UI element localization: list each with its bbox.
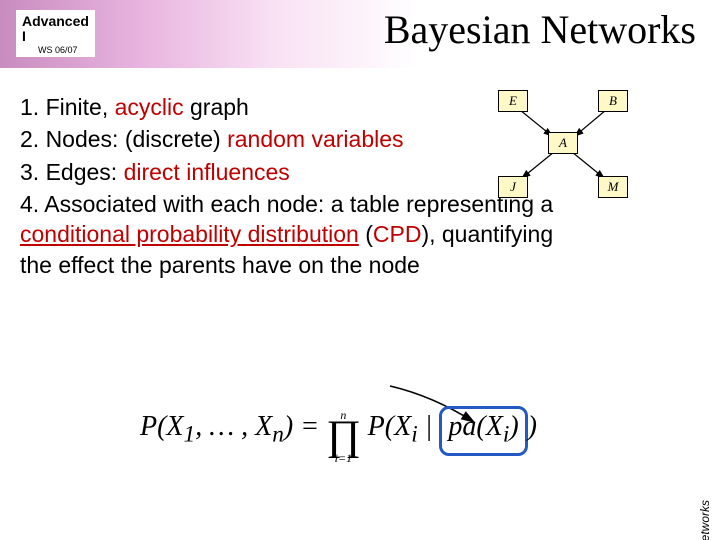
course-title-line2: I bbox=[22, 28, 26, 44]
course-subtitle: WS 06/07 bbox=[22, 45, 89, 55]
node-B: B bbox=[598, 90, 628, 112]
text: ) bbox=[509, 411, 518, 442]
text: 2. Nodes: (discrete) bbox=[20, 126, 227, 152]
text: P(X bbox=[140, 411, 184, 442]
subscript: n bbox=[272, 422, 284, 448]
emphasis-underline: conditional probability distribution bbox=[20, 221, 359, 247]
slide-title: Bayesian Networks bbox=[384, 6, 696, 53]
product-symbol: ∏ni=1 bbox=[326, 412, 361, 460]
bn-diagram: E B A J M bbox=[490, 90, 640, 220]
text: (X bbox=[476, 411, 502, 442]
circled-pa: pa(Xi) bbox=[439, 406, 527, 456]
joint-prob-formula: P(X1, … , Xn) = ∏ni=1 P(Xi | pa(Xi)) bbox=[140, 406, 580, 460]
text: ) = bbox=[284, 411, 326, 442]
text: 1. Finite, bbox=[20, 94, 115, 120]
edge-A-M bbox=[572, 152, 604, 178]
emphasis: random variables bbox=[227, 126, 403, 152]
header: Advanced I WS 06/07 Bayesian Networks bbox=[0, 0, 720, 68]
text: graph bbox=[184, 94, 249, 120]
course-title: Advanced I bbox=[22, 14, 89, 43]
text: | bbox=[418, 411, 433, 442]
node-E: E bbox=[498, 90, 528, 112]
text: pa bbox=[448, 411, 476, 442]
bullet-2: 2. Nodes: (discrete) random variables bbox=[20, 124, 560, 154]
text: 3. Edges: bbox=[20, 159, 124, 185]
emphasis: acyclic bbox=[115, 94, 184, 120]
side-label: Bayesian Networks - Bayesian Networks bbox=[698, 500, 712, 540]
text: , … , X bbox=[195, 411, 272, 442]
bullet-3: 3. Edges: direct influences bbox=[20, 157, 560, 187]
text: P(X bbox=[368, 411, 412, 442]
bullet-1: 1. Finite, acyclic graph bbox=[20, 92, 560, 122]
text: 4. Associated with each node: a table re… bbox=[20, 191, 553, 217]
prod-lower: i=1 bbox=[335, 451, 352, 466]
edge-B-A bbox=[575, 110, 606, 136]
node-J: J bbox=[498, 176, 528, 198]
text: ( bbox=[359, 221, 373, 247]
emphasis: direct influences bbox=[124, 159, 290, 185]
course-title-line1: Advanced bbox=[22, 13, 89, 29]
text: ) bbox=[528, 411, 537, 442]
course-block: Advanced I WS 06/07 bbox=[16, 10, 95, 57]
edge-A-J bbox=[522, 152, 554, 178]
bullet-list: 1. Finite, acyclic graph 2. Nodes: (disc… bbox=[20, 92, 560, 282]
bullet-4: 4. Associated with each node: a table re… bbox=[20, 189, 560, 280]
slide: Advanced I WS 06/07 Bayesian Networks 1.… bbox=[0, 0, 720, 540]
prod-upper: n bbox=[340, 408, 346, 423]
node-A: A bbox=[548, 132, 578, 154]
emphasis: CPD bbox=[373, 221, 422, 247]
node-M: M bbox=[598, 176, 628, 198]
subscript: 1 bbox=[184, 422, 196, 448]
